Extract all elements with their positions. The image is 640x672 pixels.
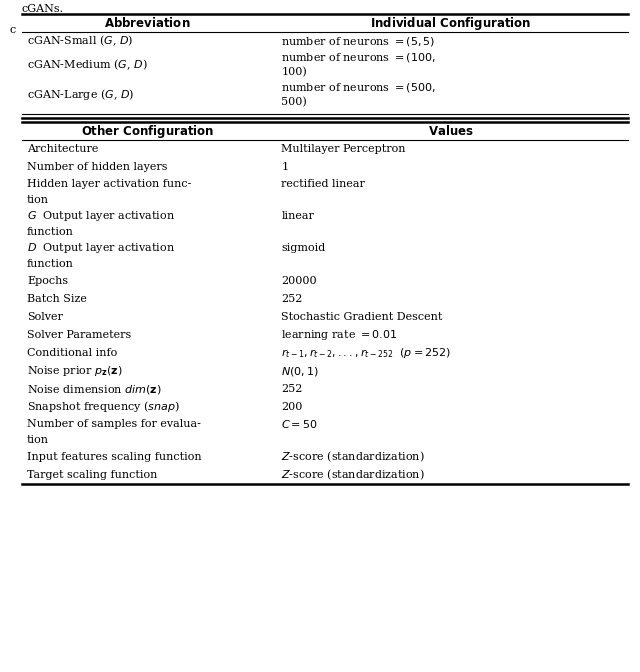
Text: $\mathbf{Individual\ Configuration}$: $\mathbf{Individual\ Configuration}$: [370, 15, 531, 32]
Text: 20000: 20000: [282, 276, 317, 286]
Text: $\mathbf{Values}$: $\mathbf{Values}$: [428, 124, 474, 138]
Text: Stochastic Gradient Descent: Stochastic Gradient Descent: [282, 312, 443, 322]
Text: $Z$-score (standardization): $Z$-score (standardization): [282, 468, 425, 482]
Text: learning rate $= 0.01$: learning rate $= 0.01$: [282, 328, 398, 342]
Text: cGAN-Medium ($G$, $D$): cGAN-Medium ($G$, $D$): [27, 58, 148, 73]
Text: number of neurons $= (5, 5)$: number of neurons $= (5, 5)$: [282, 34, 436, 48]
Text: $C = 50$: $C = 50$: [282, 418, 318, 430]
Text: number of neurons $= (100,$: number of neurons $= (100,$: [282, 51, 436, 64]
Text: Solver: Solver: [27, 312, 63, 322]
Text: cGANs.: cGANs.: [22, 4, 64, 14]
Text: 252: 252: [282, 294, 303, 304]
Text: 200: 200: [282, 402, 303, 412]
Text: 252: 252: [282, 384, 303, 394]
Text: linear: linear: [282, 211, 314, 221]
Text: 1: 1: [282, 162, 289, 172]
Text: Input features scaling function: Input features scaling function: [27, 452, 202, 462]
Text: tion: tion: [27, 435, 49, 445]
Text: cGAN-Small ($G$, $D$): cGAN-Small ($G$, $D$): [27, 34, 133, 48]
Text: $G$  Output layer activation: $G$ Output layer activation: [27, 209, 175, 223]
Text: Number of hidden layers: Number of hidden layers: [27, 162, 168, 172]
Text: $\mathbf{Abbreviation}$: $\mathbf{Abbreviation}$: [104, 16, 191, 30]
Text: sigmoid: sigmoid: [282, 243, 326, 253]
Text: 100): 100): [282, 67, 307, 78]
Text: tion: tion: [27, 195, 49, 205]
Text: cGAN-Large ($G$, $D$): cGAN-Large ($G$, $D$): [27, 87, 134, 103]
Text: Architecture: Architecture: [27, 144, 99, 154]
Text: c: c: [10, 25, 16, 35]
Text: Batch Size: Batch Size: [27, 294, 87, 304]
Text: Solver Parameters: Solver Parameters: [27, 330, 131, 340]
Text: $D$  Output layer activation: $D$ Output layer activation: [27, 241, 175, 255]
Text: number of neurons $= (500,$: number of neurons $= (500,$: [282, 81, 436, 94]
Text: $N(0, 1)$: $N(0, 1)$: [282, 364, 319, 378]
Text: rectified linear: rectified linear: [282, 179, 365, 189]
Text: function: function: [27, 259, 74, 269]
Text: Multilayer Perceptron: Multilayer Perceptron: [282, 144, 406, 154]
Text: Conditional info: Conditional info: [27, 348, 117, 358]
Text: $\mathbf{Other\ Configuration}$: $\mathbf{Other\ Configuration}$: [81, 122, 214, 140]
Text: function: function: [27, 227, 74, 237]
Text: Target scaling function: Target scaling function: [27, 470, 157, 480]
Text: Snapshot frequency ($snap$): Snapshot frequency ($snap$): [27, 399, 180, 415]
Text: $r_{t-1}, r_{t-2}, ..., r_{t-252}$  $(p = 252)$: $r_{t-1}, r_{t-2}, ..., r_{t-252}$ $(p =…: [282, 346, 452, 360]
Text: Noise prior $p_{\mathbf{z}}(\mathbf{z})$: Noise prior $p_{\mathbf{z}}(\mathbf{z})$: [27, 364, 122, 378]
Text: Number of samples for evalua-: Number of samples for evalua-: [27, 419, 201, 429]
Text: Hidden layer activation func-: Hidden layer activation func-: [27, 179, 191, 189]
Text: Noise dimension $dim(\mathbf{z})$: Noise dimension $dim(\mathbf{z})$: [27, 382, 162, 396]
Text: Epochs: Epochs: [27, 276, 68, 286]
Text: 500): 500): [282, 97, 307, 108]
Text: $Z$-score (standardization): $Z$-score (standardization): [282, 450, 425, 464]
